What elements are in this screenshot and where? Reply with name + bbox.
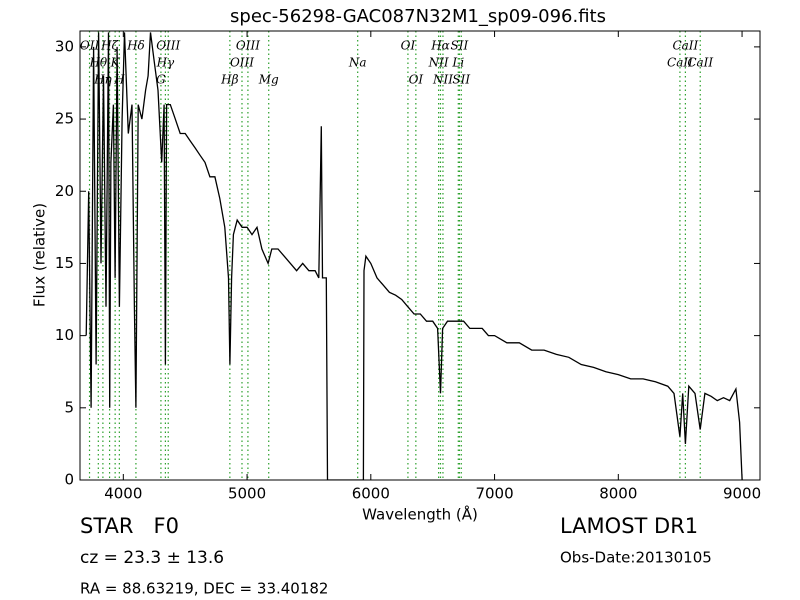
spectral-line-label: NII	[432, 73, 453, 87]
spectral-line-label: Hη	[93, 73, 112, 87]
spectral-line-label: G	[156, 73, 166, 87]
spectral-line-label: CaII	[672, 39, 698, 53]
spectral-line-label: OIII	[230, 56, 254, 70]
x-tick-label: 8000	[599, 485, 637, 503]
spectral-line-label: SII	[452, 73, 470, 87]
y-tick-label: 30	[55, 37, 74, 55]
spectral-line-label: OII	[80, 39, 100, 53]
object-class: STAR F0	[80, 514, 179, 538]
y-tick-label: 15	[55, 254, 74, 272]
spectral-line-label: SII	[451, 39, 469, 53]
spectral-line-label: Li	[451, 56, 464, 70]
spectral-line-label: Na	[348, 56, 367, 70]
obs-date: Obs-Date:20130105	[560, 549, 712, 567]
spectrum	[85, 32, 743, 480]
x-axis-label: Wavelength (Å)	[362, 505, 478, 524]
chart-title: spec-56298-GAC087N32M1_sp09-096.fits	[230, 6, 606, 27]
x-tick-label: 4000	[104, 485, 142, 503]
spectral-line-label: K	[110, 56, 121, 70]
y-tick-label: 20	[55, 182, 74, 200]
redshift: cz = 23.3 ± 13.6	[80, 548, 224, 568]
spectral-line-label: Hγ	[156, 56, 175, 70]
spectral-line-label: Hα	[430, 39, 450, 53]
plot-frame	[79, 30, 761, 481]
spectral-line-label: Mg	[258, 73, 279, 87]
y-axis-label: Flux (relative)	[31, 203, 49, 307]
x-tick-label: 6000	[352, 485, 390, 503]
y-tick-label: 5	[64, 398, 74, 416]
spectral-line-label: OI	[409, 73, 424, 87]
spectral-line-label: OIII	[236, 39, 260, 53]
y-tick-label: 0	[64, 471, 74, 489]
spectral-line-label: Hθ	[88, 56, 107, 70]
y-tick-label: 25	[55, 110, 74, 128]
x-tick-label: 9000	[723, 485, 761, 503]
spectral-line-label: Hβ	[220, 73, 238, 87]
y-tick-label: 10	[55, 326, 74, 344]
spectral-line-label: Hδ	[126, 39, 145, 53]
spectral-line-label: Hζ	[100, 39, 119, 53]
coordinates: RA = 88.63219, DEC = 33.40182	[80, 580, 328, 598]
x-tick-label: 5000	[228, 485, 266, 503]
spectral-line-label: H	[113, 73, 125, 87]
spectral-line-label: CaII	[687, 56, 713, 70]
survey: LAMOST DR1	[560, 514, 698, 538]
spectral-line-label: OIII	[156, 39, 180, 53]
spectral-line-label: CaII	[667, 56, 693, 70]
spectral-line-label: NII	[428, 56, 449, 70]
x-tick-label: 7000	[475, 485, 513, 503]
spectral-line-label: OI	[401, 39, 416, 53]
